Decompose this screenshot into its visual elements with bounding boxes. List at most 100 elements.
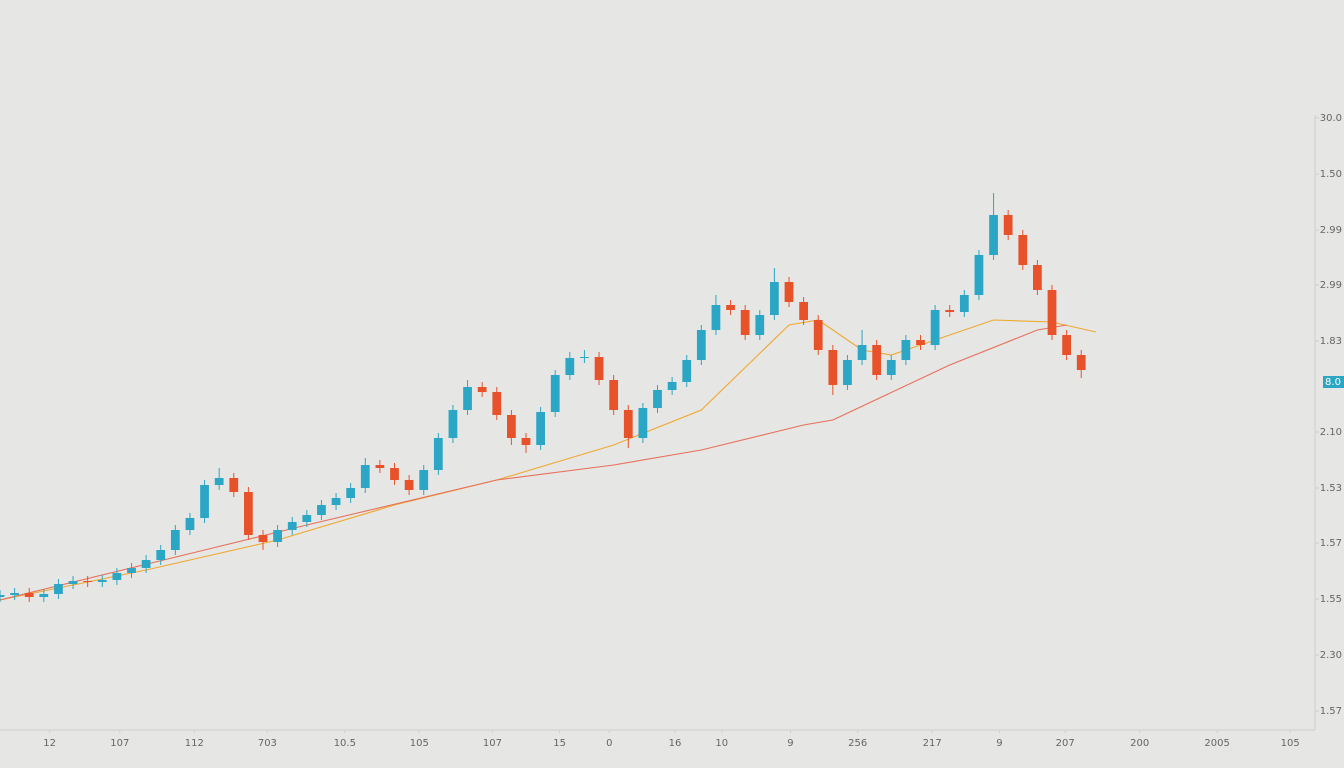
- candle-body: [521, 438, 531, 445]
- candle-body: [127, 568, 136, 573]
- y-tick-label: 2.99: [1320, 225, 1342, 236]
- x-tick-label: 703: [258, 738, 277, 749]
- candle-body: [302, 515, 312, 522]
- candle-body: [112, 573, 122, 580]
- moving-average: [0, 319, 1096, 601]
- candle-body: [989, 215, 998, 255]
- candle-body: [1076, 355, 1086, 370]
- candle-body: [536, 412, 545, 445]
- candle-body: [244, 492, 253, 535]
- x-tick-label: 0: [606, 738, 612, 749]
- candle-body: [156, 550, 166, 560]
- candle-body: [565, 358, 575, 375]
- y-tick-label: 1.53: [1320, 483, 1342, 494]
- candle-body: [959, 295, 969, 312]
- candle-body: [477, 387, 487, 392]
- candle-body: [273, 530, 282, 542]
- candle-body: [39, 594, 49, 597]
- candle-body: [623, 410, 633, 438]
- candle-body: [448, 410, 458, 438]
- x-tick-label: 107: [110, 738, 129, 749]
- price-tag-label: 8.0: [1325, 377, 1341, 388]
- candle-body: [872, 345, 882, 375]
- candle-body: [0, 595, 5, 597]
- candle-body: [141, 560, 151, 568]
- x-tick-label: 10.5: [334, 738, 356, 749]
- candle-body: [390, 468, 399, 480]
- y-tick-label: 1.83: [1320, 336, 1342, 347]
- y-tick-label: 2.30: [1320, 650, 1342, 661]
- candle-body: [755, 315, 765, 335]
- candle-body: [550, 375, 560, 412]
- candle-body: [97, 580, 107, 582]
- candle-body: [229, 478, 239, 492]
- candle-body: [682, 360, 692, 382]
- candle-body: [404, 480, 414, 490]
- x-tick-label: 9: [787, 738, 793, 749]
- candle-body: [1062, 335, 1071, 355]
- candle-body: [770, 282, 779, 315]
- candle-body: [974, 255, 984, 295]
- candle-body: [492, 392, 502, 415]
- candle-body: [813, 320, 823, 350]
- candle-body: [214, 478, 224, 485]
- candle-body: [507, 415, 516, 438]
- candle-body: [594, 357, 604, 380]
- candle-body: [609, 380, 619, 410]
- candle-body: [463, 387, 472, 410]
- x-tick-label: 200: [1130, 738, 1149, 749]
- candle-body: [916, 340, 925, 345]
- candle-body: [346, 488, 356, 498]
- y-tick-label: 1.50: [1320, 169, 1342, 180]
- x-tick-label: 105: [1281, 738, 1300, 749]
- candle-body: [1033, 265, 1042, 290]
- price-tag: [1323, 376, 1344, 388]
- x-tick-label: 207: [1056, 738, 1075, 749]
- candle-body: [83, 581, 93, 582]
- candle-body: [54, 584, 63, 594]
- candle-body: [170, 530, 180, 550]
- y-tick-label: 1.55: [1320, 594, 1342, 605]
- x-tick-label: 10: [715, 738, 728, 749]
- x-tick-label: 2005: [1204, 738, 1229, 749]
- y-tick-label: 2.99: [1320, 280, 1342, 291]
- candle-body: [200, 485, 209, 518]
- candle-body: [419, 470, 429, 490]
- y-tick-label: 1.57: [1320, 538, 1342, 549]
- candle-body: [24, 593, 34, 597]
- candle-body: [1018, 235, 1028, 265]
- candle-body: [930, 310, 940, 345]
- x-tick-label: 107: [483, 738, 502, 749]
- moving-average: [0, 324, 1067, 601]
- candle-body: [740, 310, 750, 335]
- y-tick-label: 1.57: [1320, 706, 1342, 717]
- candle-body: [258, 535, 268, 542]
- candle-body: [784, 282, 794, 302]
- candle-body: [433, 438, 443, 470]
- candle-body: [1047, 290, 1057, 335]
- candle-body: [580, 357, 589, 358]
- candle-body: [317, 505, 326, 515]
- candle-body: [886, 360, 896, 375]
- candle-body: [638, 408, 648, 438]
- x-tick-label: 105: [410, 738, 429, 749]
- candle-body: [843, 360, 852, 385]
- candle-body: [653, 390, 662, 408]
- candle-body: [360, 465, 370, 488]
- x-tick-label: 112: [185, 738, 204, 749]
- candle-body: [857, 345, 867, 360]
- candle-body: [331, 498, 341, 505]
- candle-body: [287, 522, 297, 530]
- x-tick-label: 16: [669, 738, 682, 749]
- x-tick-label: 9: [996, 738, 1002, 749]
- x-tick-label: 256: [848, 738, 867, 749]
- candle-body: [945, 310, 955, 312]
- y-tick-label: 30.0: [1320, 113, 1342, 124]
- candle-body: [901, 340, 911, 360]
- candle-body: [696, 330, 706, 360]
- y-tick-label: 2.10: [1320, 427, 1342, 438]
- candle-body: [726, 305, 735, 310]
- x-tick-label: 12: [43, 738, 56, 749]
